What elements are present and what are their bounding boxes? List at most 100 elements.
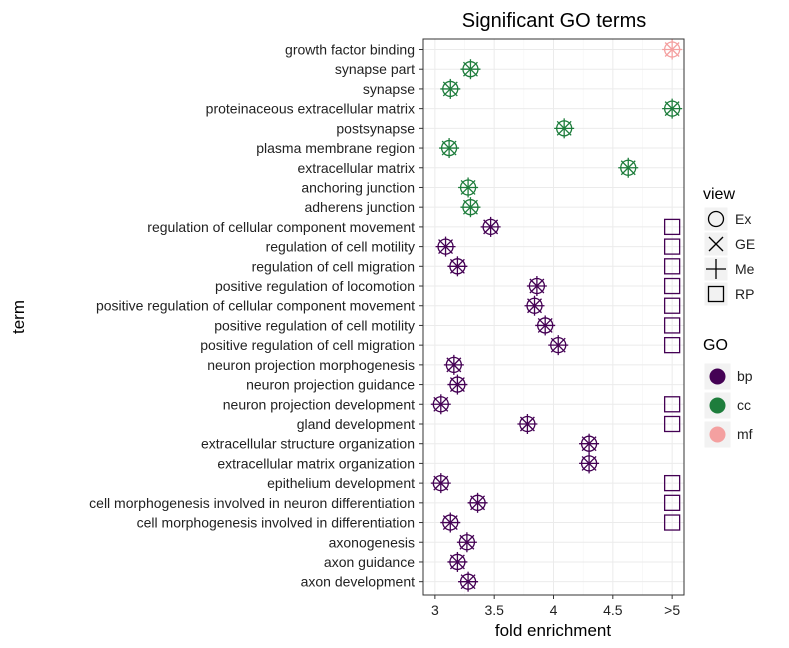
data-point xyxy=(447,374,468,395)
y-tick-labels: growth factor binding synapse part synapse… xyxy=(89,42,423,590)
x-axis-title: fold enrichment xyxy=(495,621,612,640)
marker-square xyxy=(663,317,681,334)
marker-square xyxy=(663,396,681,413)
y-tick-label: extracellular matrix organization xyxy=(217,455,415,471)
legend-go-label: cc xyxy=(737,397,751,413)
y-tick-label: axon development xyxy=(301,574,416,590)
y-tick-label: gland development xyxy=(297,416,415,432)
y-tick-label: neuron projection morphogenesis xyxy=(207,357,415,373)
y-tick-label: synapse xyxy=(363,81,415,97)
data-point xyxy=(579,433,600,454)
marker-square xyxy=(663,514,681,531)
grid-lines xyxy=(423,39,684,595)
data-point xyxy=(579,453,600,474)
y-tick-label: positive regulation of cell motility xyxy=(214,317,415,333)
data-point xyxy=(480,216,681,237)
data-point xyxy=(618,157,639,178)
legend-view-label: Me xyxy=(735,261,755,277)
data-point xyxy=(526,276,681,297)
y-tick-label: extracellular structure organization xyxy=(201,436,415,452)
legend-go: GO bp cc mf xyxy=(703,337,753,449)
legend-view: view Ex GE Me RP xyxy=(703,186,755,307)
y-tick-label: regulation of cell migration xyxy=(252,258,415,274)
x-tick-label: >5 xyxy=(664,602,680,618)
y-tick-label: cell morphogenesis involved in neuron di… xyxy=(89,495,415,511)
y-tick-label: positive regulation of cell migration xyxy=(200,337,415,353)
y-tick-label: cell morphogenesis involved in different… xyxy=(137,515,415,531)
data-point xyxy=(458,571,479,592)
data-point xyxy=(458,177,479,198)
legend-go-label: bp xyxy=(737,368,753,384)
marker-square xyxy=(663,218,681,236)
data-point xyxy=(460,197,481,218)
legend-go-swatch xyxy=(709,426,726,443)
y-tick-label: positive regulation of locomotion xyxy=(215,278,415,294)
x-tick-label: 4.5 xyxy=(603,602,623,618)
y-tick-label: axonogenesis xyxy=(329,534,415,550)
legend-key-box xyxy=(703,281,729,307)
marker-square xyxy=(663,277,681,295)
y-tick-label: positive regulation of cellular componen… xyxy=(96,298,415,314)
data-point xyxy=(467,492,681,513)
data-point xyxy=(535,315,681,336)
data-point xyxy=(435,236,681,257)
data-point xyxy=(439,138,460,159)
marker-square xyxy=(663,297,681,314)
marker-square xyxy=(707,285,725,303)
x-ticks: 3 3.5 4 4.5 >5 xyxy=(431,595,680,618)
x-tick-label: 3 xyxy=(431,602,439,618)
data-point xyxy=(447,551,468,572)
data-points xyxy=(430,39,683,592)
y-tick-label: extracellular matrix xyxy=(298,160,415,176)
marker-square xyxy=(663,258,681,275)
legend-go-swatch xyxy=(709,368,726,385)
y-tick-label: regulation of cell motility xyxy=(266,239,415,255)
legend-view-label: GE xyxy=(735,236,755,252)
data-point xyxy=(456,532,477,553)
legend-go-swatch xyxy=(709,397,726,414)
data-point xyxy=(662,98,683,119)
data-point xyxy=(430,394,681,415)
marker-square xyxy=(663,474,681,492)
data-point xyxy=(460,59,481,80)
data-point xyxy=(517,413,681,434)
y-tick-label: plasma membrane region xyxy=(256,140,415,156)
y-tick-label: regulation of cellular component movemen… xyxy=(147,219,415,235)
legend-view-label: RP xyxy=(735,286,754,302)
y-tick-label: growth factor binding xyxy=(285,42,415,58)
chart-title: Significant GO terms xyxy=(462,10,647,32)
legend-view-title: view xyxy=(703,186,735,203)
legend-view-label: Ex xyxy=(735,211,751,227)
data-point xyxy=(524,295,681,316)
x-tick-label: 3.5 xyxy=(484,602,504,618)
data-point xyxy=(447,256,681,277)
y-tick-label: neuron projection guidance xyxy=(246,377,415,393)
y-tick-label: axon guidance xyxy=(324,554,415,570)
legend-go-label: mf xyxy=(737,426,753,442)
marker-square xyxy=(663,494,681,511)
marker-circle xyxy=(707,210,725,228)
y-tick-label: epithelium development xyxy=(267,475,415,491)
y-tick-label: synapse part xyxy=(335,61,415,77)
marker-cross-b xyxy=(708,236,724,252)
data-point xyxy=(662,39,683,60)
data-point xyxy=(548,335,681,356)
data-point xyxy=(443,354,464,375)
marker-square xyxy=(663,415,681,433)
y-tick-label: postsynapse xyxy=(336,120,415,136)
legend-key-box xyxy=(703,206,729,232)
y-tick-label: anchoring junction xyxy=(301,179,415,195)
marker-square xyxy=(663,336,681,354)
data-point xyxy=(440,78,461,99)
y-axis-title: term xyxy=(9,300,28,334)
marker-square xyxy=(663,238,681,255)
data-point xyxy=(440,512,681,533)
y-tick-label: adherens junction xyxy=(304,199,415,215)
data-point xyxy=(554,118,575,139)
legend-go-title: GO xyxy=(703,337,728,354)
y-tick-label: neuron projection development xyxy=(223,396,415,412)
data-point xyxy=(430,473,681,494)
x-tick-label: 4 xyxy=(550,602,558,618)
y-tick-label: proteinaceous extracellular matrix xyxy=(206,101,415,117)
